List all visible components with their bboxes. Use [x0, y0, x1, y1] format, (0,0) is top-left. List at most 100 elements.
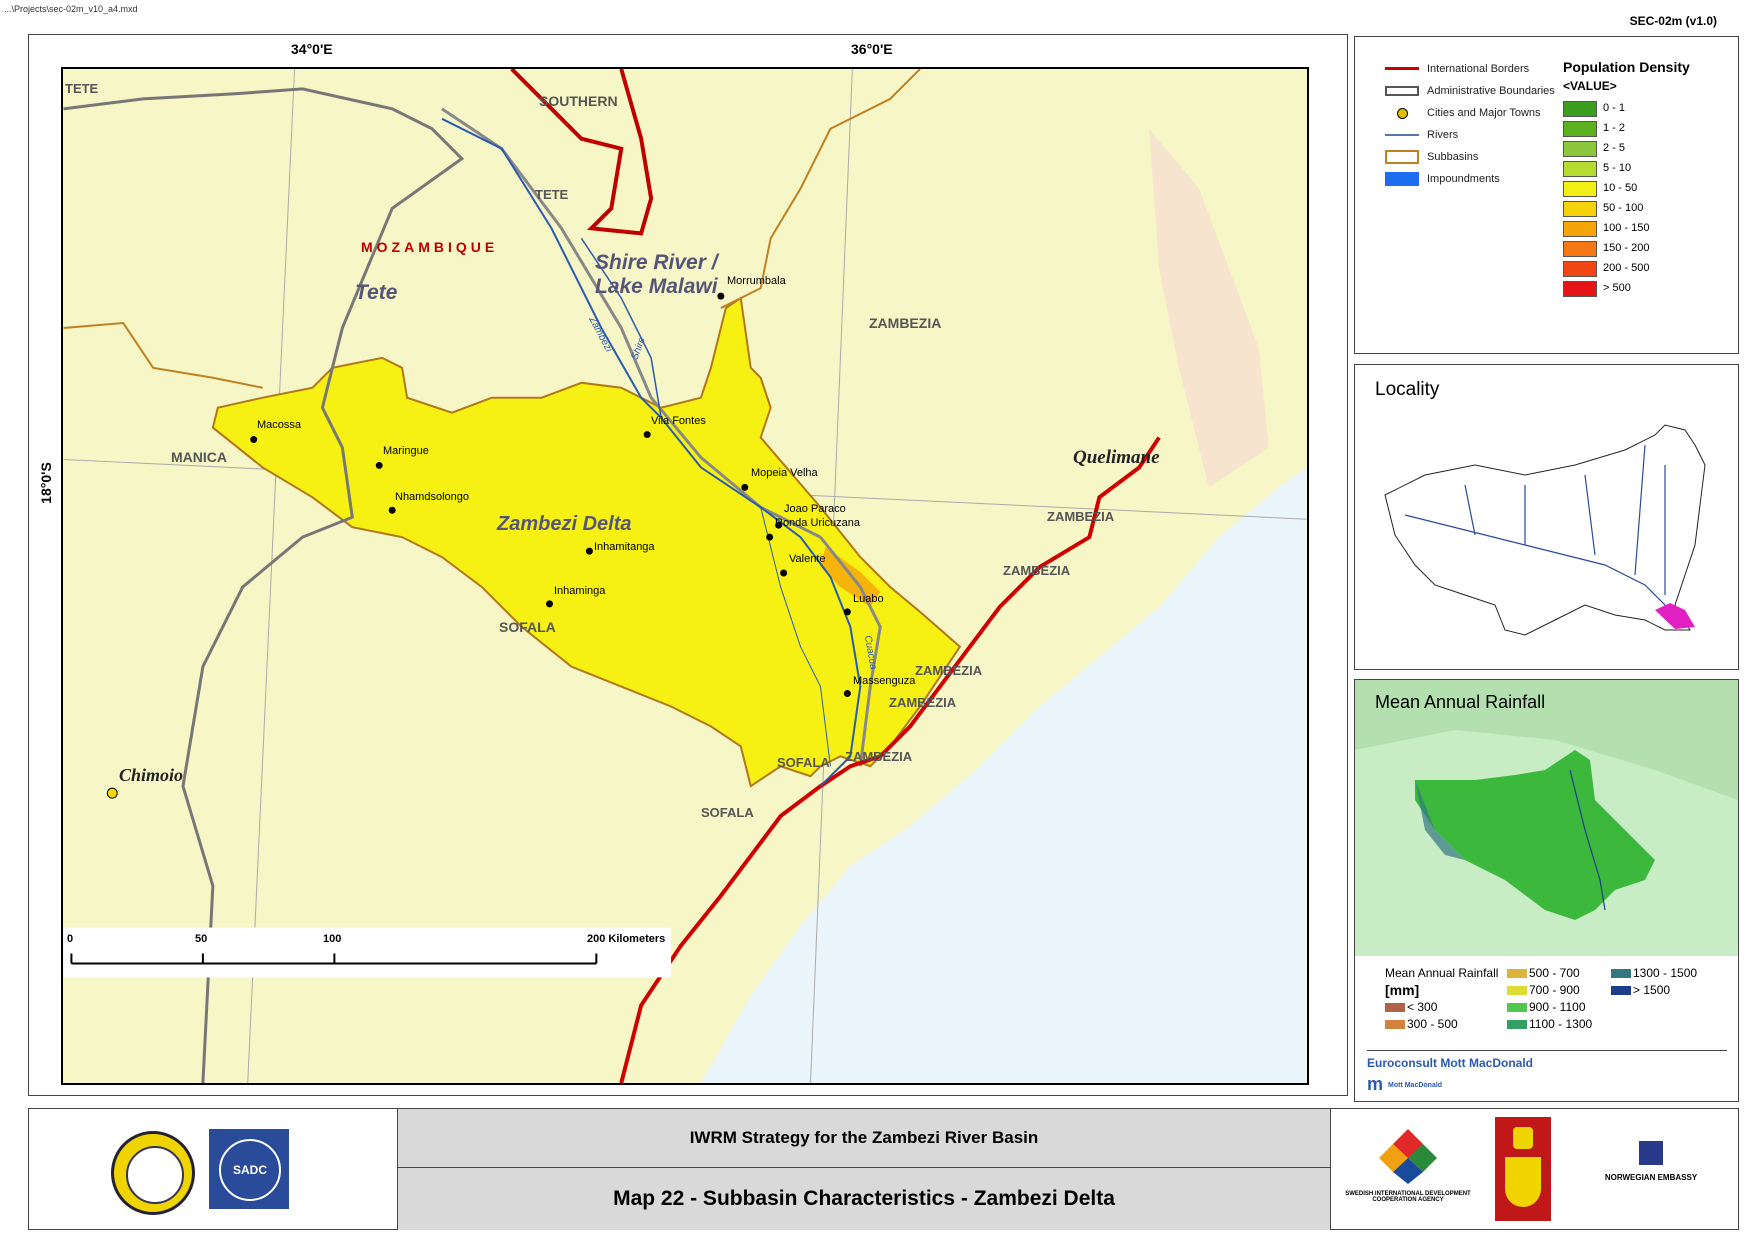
town-label-morrumbala: Morrumbala — [727, 275, 786, 287]
town-label-macossa: Macossa — [257, 419, 302, 431]
label-shire-line2: Lake Malawi — [595, 275, 718, 298]
rainfall-swatch — [1385, 1020, 1405, 1030]
norway-emblem-icon — [1639, 1141, 1663, 1165]
sadc-logo: SADC — [209, 1129, 289, 1209]
pop-density-label: 1 - 2 — [1603, 122, 1626, 134]
crown-icon — [1513, 1127, 1533, 1149]
shield-icon — [1505, 1157, 1541, 1207]
shire-river — [580, 237, 662, 418]
pop-density-label: 50 - 100 — [1603, 202, 1644, 214]
rainfall-label: 1300 - 1500 — [1633, 966, 1698, 980]
locality-title: Locality — [1375, 379, 1440, 400]
rainfall-swatch — [1611, 969, 1631, 979]
label-quelimane: Quelimane — [1073, 447, 1160, 468]
credit-text: Euroconsult Mott MacDonald — [1367, 1056, 1533, 1070]
coastline-border — [619, 436, 1161, 1083]
town-maringue[interactable] — [375, 461, 383, 469]
rainfall-label: 500 - 700 — [1529, 966, 1580, 980]
pop-density-label: 150 - 200 — [1603, 242, 1650, 254]
rainfall-class: 300 - 500 — [1385, 1017, 1458, 1032]
town-label-joao: Joao Paraco — [784, 503, 846, 515]
subbasin-swatch — [1385, 150, 1419, 164]
delta-highlight — [1655, 603, 1695, 629]
locality-basin-map — [1384, 424, 1706, 636]
rainfall-legend-title: Mean Annual Rainfall — [1385, 966, 1499, 980]
pop-density-title: Population Density — [1563, 59, 1690, 75]
rainfall-class: 1100 - 1300 — [1507, 1017, 1592, 1032]
basin-rivers — [1404, 444, 1676, 616]
legend-panel: International Borders Administrative Bou… — [1354, 36, 1739, 354]
label-tete-nw: TETE — [65, 81, 99, 96]
scale-label-0: 0 — [67, 933, 74, 945]
pop-density-label: > 500 — [1603, 282, 1631, 294]
map-svg[interactable] — [61, 67, 1309, 1085]
rainfall-class: 900 - 1100 — [1507, 1000, 1586, 1015]
river-line-icon — [1385, 134, 1419, 136]
pop-density-swatch — [1563, 161, 1597, 177]
map-canvas[interactable]: TETE SOUTHERN TETE MOZAMBIQUE Tete Shire… — [61, 67, 1309, 1085]
town-label-luabo: Luabo — [853, 593, 884, 605]
delta-distributary — [760, 507, 831, 767]
basin-outline — [1384, 424, 1706, 636]
town-joao[interactable] — [775, 521, 783, 529]
mott-logo-text: Mott MacDonald — [1388, 1081, 1443, 1089]
town-mopeia[interactable] — [741, 483, 749, 491]
zra-logo: ZAMBEZI RIVER AUTHORITY — [111, 1131, 195, 1215]
label-zambezia-2: ZAMBEZIA — [1047, 509, 1115, 524]
label-sofala-3: SOFALA — [701, 805, 754, 820]
zambezi-river — [441, 117, 862, 787]
admin-boundary-zambezi — [441, 107, 882, 767]
town-label-valente: Valente — [789, 553, 826, 565]
town-uricuzana[interactable] — [766, 533, 774, 541]
label-tete-province: Tete — [355, 281, 398, 304]
town-label-massenguza: Massenguza — [853, 675, 916, 687]
town-massenguza[interactable] — [843, 690, 851, 698]
town-inhamitanga[interactable] — [585, 547, 593, 555]
rainfall-swatch — [1507, 986, 1527, 996]
high-density-patch — [820, 547, 881, 607]
town-label-vila-fontes: Vila Fontes — [651, 415, 706, 427]
admin-boundary-west — [63, 87, 465, 1083]
town-nhamdsolongo[interactable] — [388, 506, 396, 514]
rainfall-title: Mean Annual Rainfall — [1375, 692, 1546, 712]
sida-logo — [1377, 1127, 1439, 1185]
rainfall-label: < 300 — [1407, 1000, 1438, 1014]
town-luabo[interactable] — [843, 608, 851, 616]
norway-logo-text: NORWEGIAN EMBASSY — [1604, 1173, 1698, 1182]
town-macossa[interactable] — [250, 436, 258, 444]
rainfall-swatch — [1507, 1003, 1527, 1013]
zambezi-delta-subbasin[interactable] — [211, 296, 962, 788]
city-chimoio[interactable] — [106, 787, 118, 799]
town-vila-fontes[interactable] — [643, 431, 651, 439]
mott-macdonald-logo: m Mott MacDonald — [1367, 1074, 1443, 1094]
international-border-malawi — [510, 69, 654, 236]
town-valente[interactable] — [780, 569, 788, 577]
file-path: ...\Projects\sec-02m_v10_a4.mxd — [4, 4, 138, 14]
rainfall-label: 900 - 1100 — [1529, 1000, 1586, 1014]
legend-label: Impoundments — [1427, 173, 1500, 185]
scale-label-200: 200 Kilometers — [587, 933, 666, 945]
pop-density-label: 200 - 500 — [1603, 262, 1650, 274]
town-inhaminga[interactable] — [546, 600, 554, 608]
label-mozambique: MOZAMBIQUE — [361, 239, 499, 255]
rainfall-swatch — [1507, 969, 1527, 979]
pop-density-label: 100 - 150 — [1603, 222, 1650, 234]
sadc-emblem: SADC — [219, 1139, 281, 1201]
pop-density-label: 0 - 1 — [1603, 102, 1626, 114]
rainfall-swatch — [1507, 1020, 1527, 1030]
rainfall-class: 700 - 900 — [1507, 983, 1580, 998]
sida-emblem-icon — [1379, 1129, 1437, 1184]
pop-density-label: 2 - 5 — [1603, 142, 1626, 154]
town-morrumbala[interactable] — [717, 292, 725, 300]
cropland-patch — [1149, 128, 1269, 488]
rainfall-class: < 300 — [1385, 1000, 1437, 1015]
denmark-coat-of-arms — [1495, 1117, 1551, 1221]
grid-label-18s: 18°0'S — [37, 462, 54, 504]
sida-logo-text: SWEDISH INTERNATIONAL DEVELOPMENT COOPER… — [1345, 1191, 1471, 1203]
rainfall-label: > 1500 — [1633, 983, 1671, 997]
title-block: ZAMBEZI RIVER AUTHORITY SADC IWRM Strate… — [28, 1108, 1739, 1230]
town-label-inhamitanga: Inhamitanga — [594, 541, 655, 553]
locality-panel: Locality — [1354, 364, 1739, 670]
meridian-34e — [247, 69, 296, 1083]
legend-label: Rivers — [1427, 129, 1459, 141]
